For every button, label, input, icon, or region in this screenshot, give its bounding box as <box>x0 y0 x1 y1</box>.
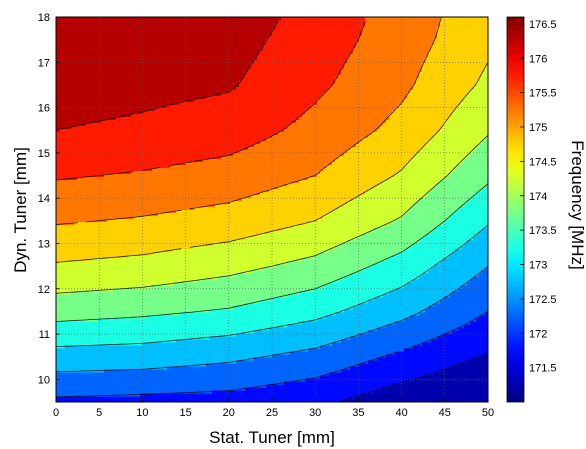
x-tick-label: 30 <box>309 407 321 419</box>
y-tick-label: 14 <box>38 193 50 205</box>
colorbar-tick-label: 173.5 <box>529 225 557 237</box>
x-tick-label: 20 <box>223 407 235 419</box>
colorbar-tick-label: 176 <box>529 53 547 65</box>
contour-line <box>56 17 442 225</box>
contour-fill-layer <box>56 17 488 402</box>
x-axis-ticks: 0 5 10 15 20 25 30 35 40 45 50 <box>53 398 494 419</box>
contour-line <box>56 62 488 263</box>
contour-line <box>56 21 279 130</box>
y-tick-label: 10 <box>38 374 50 386</box>
contour-line <box>56 311 488 398</box>
x-tick-label: 45 <box>439 407 451 419</box>
colorbar-tick-label: 174.5 <box>529 156 557 168</box>
x-tick-label: 40 <box>395 407 407 419</box>
y-axis-ticks: 10 11 12 13 14 15 16 17 18 <box>38 12 60 386</box>
contour-line <box>56 224 488 347</box>
contour-line <box>56 265 488 373</box>
colorbar-tick-label: 171.5 <box>529 363 557 375</box>
x-tick-label: 15 <box>179 407 191 419</box>
colorbar-tick-label: 172 <box>529 328 547 340</box>
grid-lines <box>56 17 488 402</box>
colorbar-label: Frequency [MHz] <box>568 140 586 269</box>
colorbar-tick-label: 174 <box>529 191 547 203</box>
colorbar-tick-label: 173 <box>529 260 547 272</box>
x-tick-label: 5 <box>96 407 102 419</box>
colorbar-tick-label: 175 <box>529 122 547 134</box>
y-tick-label: 17 <box>38 57 50 69</box>
x-tick-label: 25 <box>266 407 278 419</box>
colorbar-gradient <box>506 16 525 403</box>
contour-line <box>56 135 488 294</box>
x-axis-label: Stat. Tuner [mm] <box>209 428 335 447</box>
y-tick-label: 18 <box>38 12 50 24</box>
y-tick-label: 15 <box>38 148 50 160</box>
y-tick-label: 11 <box>39 329 50 341</box>
contour-line <box>56 183 488 322</box>
colorbar-tick-label: 175.5 <box>529 88 557 100</box>
contour-line <box>56 21 366 181</box>
colorbar-tick-label: 172.5 <box>529 294 557 306</box>
x-tick-label: 10 <box>136 407 148 419</box>
y-tick-label: 12 <box>38 284 50 296</box>
y-tick-label: 16 <box>38 103 50 115</box>
contour-lines <box>56 17 488 402</box>
colorbar-tick-label: 176.5 <box>529 19 557 31</box>
colorbar: 171.5 172 172.5 173 173.5 174 174.5 175 175.5 176… <box>506 16 557 403</box>
x-tick-label: 0 <box>53 407 59 419</box>
x-tick-label: 50 <box>482 407 494 419</box>
y-tick-label: 13 <box>38 238 50 250</box>
y-axis-label: Dyn. Tuner [mm] <box>11 147 30 273</box>
x-tick-label: 35 <box>352 407 364 419</box>
contour-line <box>340 352 488 402</box>
